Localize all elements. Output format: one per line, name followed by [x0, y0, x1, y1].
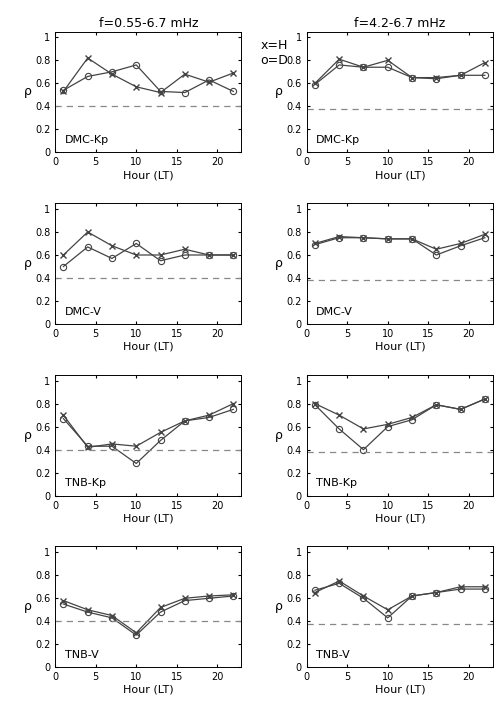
X-axis label: Hour (LT): Hour (LT): [375, 513, 425, 524]
X-axis label: Hour (LT): Hour (LT): [123, 170, 174, 180]
Title: f=4.2-6.7 mHz: f=4.2-6.7 mHz: [354, 18, 446, 30]
X-axis label: Hour (LT): Hour (LT): [375, 341, 425, 352]
Text: TNB-Kp: TNB-Kp: [316, 479, 357, 489]
Y-axis label: ρ: ρ: [275, 86, 283, 98]
X-axis label: Hour (LT): Hour (LT): [375, 685, 425, 695]
X-axis label: Hour (LT): Hour (LT): [123, 341, 174, 352]
Text: TNB-V: TNB-V: [316, 650, 350, 660]
Y-axis label: ρ: ρ: [275, 429, 283, 442]
Text: DMC-Kp: DMC-Kp: [316, 135, 360, 145]
Y-axis label: ρ: ρ: [24, 601, 31, 613]
X-axis label: Hour (LT): Hour (LT): [123, 513, 174, 524]
Text: TNB-Kp: TNB-Kp: [64, 479, 106, 489]
Text: TNB-V: TNB-V: [64, 650, 99, 660]
X-axis label: Hour (LT): Hour (LT): [123, 685, 174, 695]
Y-axis label: ρ: ρ: [24, 86, 31, 98]
Text: DMC-Kp: DMC-Kp: [64, 135, 109, 145]
X-axis label: Hour (LT): Hour (LT): [375, 170, 425, 180]
Title: f=0.55-6.7 mHz: f=0.55-6.7 mHz: [99, 18, 198, 30]
Y-axis label: ρ: ρ: [275, 601, 283, 613]
Y-axis label: ρ: ρ: [24, 257, 31, 270]
Text: DMC-V: DMC-V: [316, 307, 353, 317]
Y-axis label: ρ: ρ: [24, 429, 31, 442]
Text: x=H
o=D: x=H o=D: [260, 39, 288, 67]
Text: DMC-V: DMC-V: [64, 307, 102, 317]
Y-axis label: ρ: ρ: [275, 257, 283, 270]
